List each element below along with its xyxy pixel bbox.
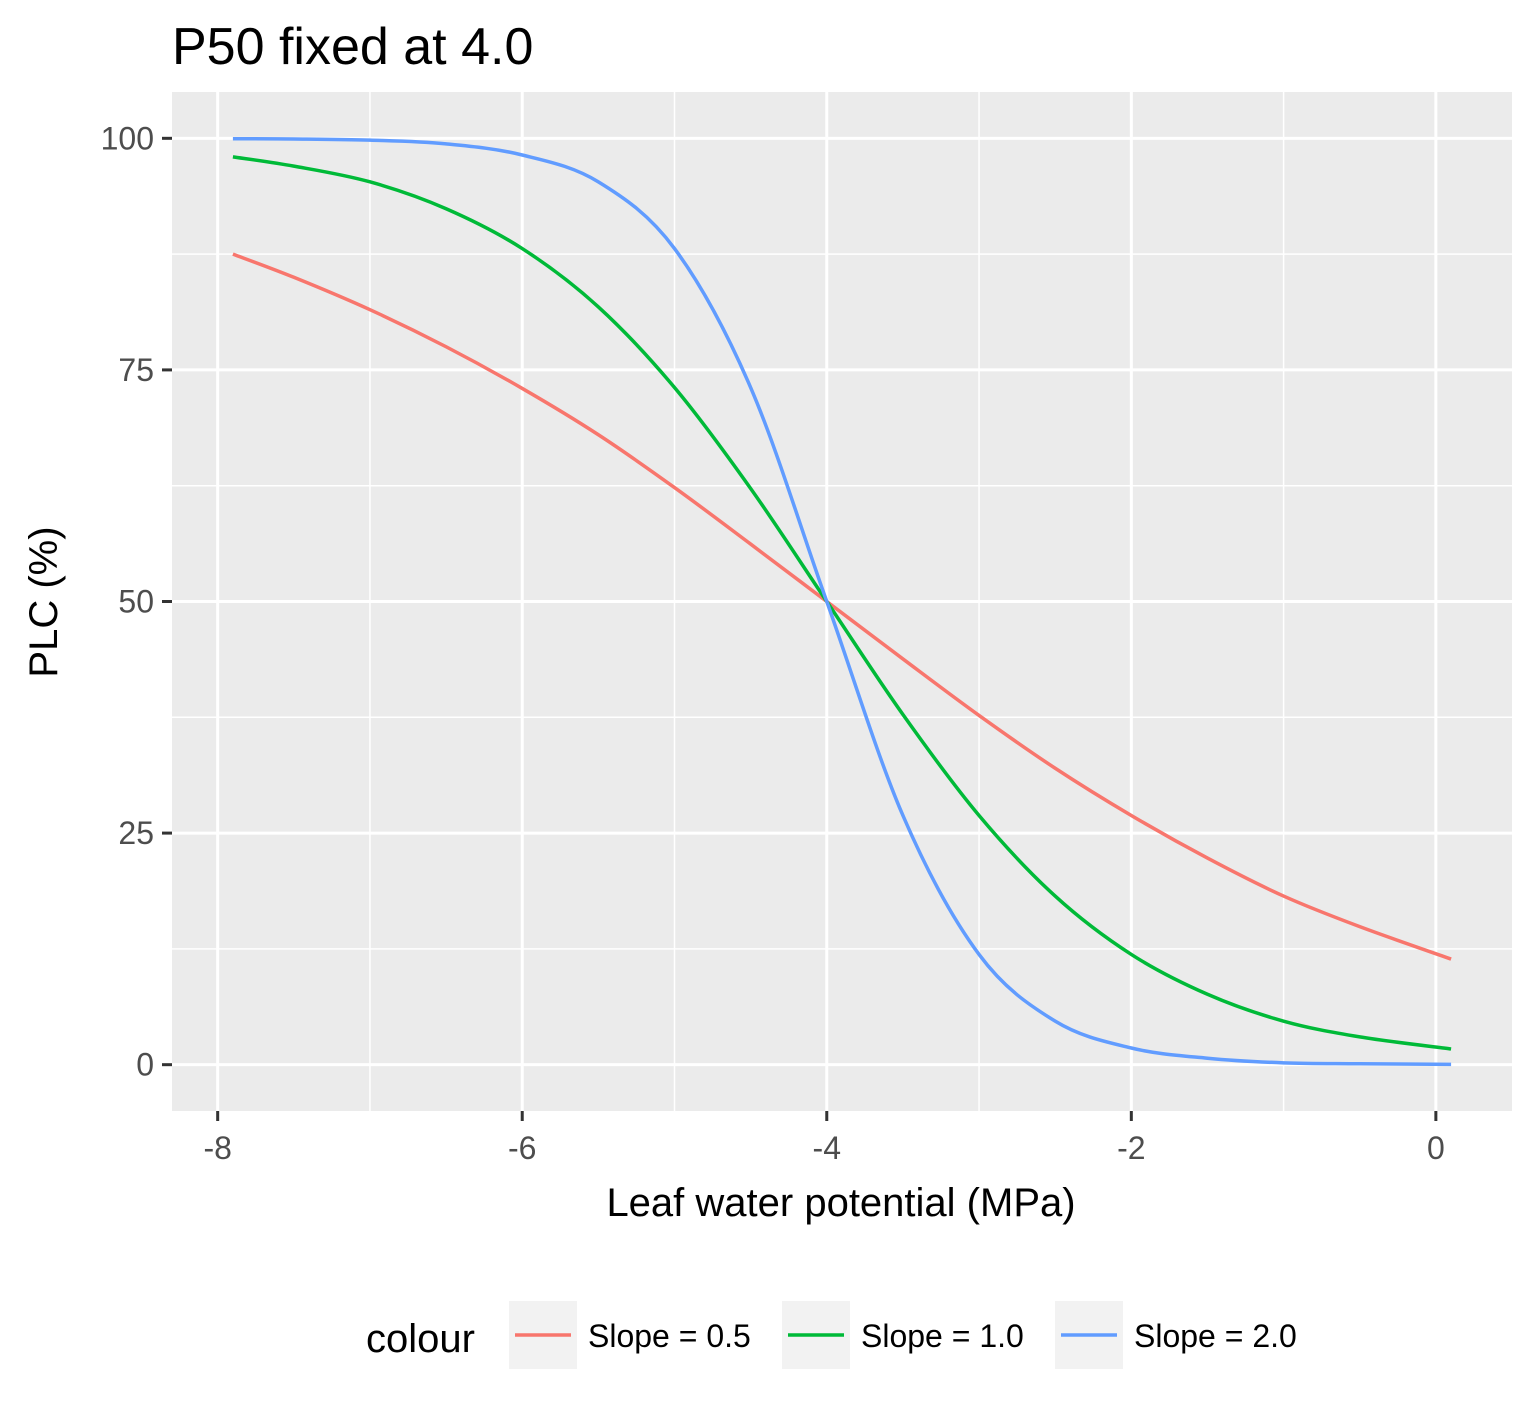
- y-tick-label: 100: [101, 120, 154, 156]
- legend-title: colour: [366, 1317, 475, 1361]
- series-lines: [232, 136, 1452, 1067]
- legend-label: Slope = 2.0: [1134, 1318, 1297, 1354]
- y-tick-label: 25: [118, 815, 154, 851]
- legend-label: Slope = 0.5: [588, 1318, 751, 1354]
- legend-item: Slope = 2.0: [1055, 1301, 1297, 1369]
- y-tick-label: 75: [118, 352, 154, 388]
- y-axis-title: PLC (%): [22, 526, 66, 677]
- x-axis-title: Leaf water potential (MPa): [606, 1181, 1075, 1225]
- legend: colour Slope = 0.5 Slope = 1.0 Slope = 2.0: [366, 1301, 1297, 1369]
- x-tick-label: 0: [1427, 1130, 1445, 1166]
- series-line-3: [232, 136, 1452, 1067]
- x-axis-tick-labels: -8 -6 -4 -2 0: [203, 1130, 1444, 1166]
- y-tick-label: 50: [118, 584, 154, 620]
- legend-item: Slope = 1.0: [782, 1301, 1024, 1369]
- axis-ticks: [162, 136, 1438, 1121]
- x-tick-label: -4: [813, 1130, 841, 1166]
- y-axis-tick-labels: 0 25 50 75 100: [101, 120, 154, 1082]
- y-tick-label: 0: [136, 1047, 154, 1083]
- legend-label: Slope = 1.0: [861, 1318, 1024, 1354]
- legend-item: Slope = 0.5: [509, 1301, 751, 1369]
- chart-title: P50 fixed at 4.0: [172, 18, 533, 76]
- x-tick-label: -6: [508, 1130, 536, 1166]
- x-tick-label: -2: [1117, 1130, 1145, 1166]
- x-tick-label: -8: [203, 1130, 231, 1166]
